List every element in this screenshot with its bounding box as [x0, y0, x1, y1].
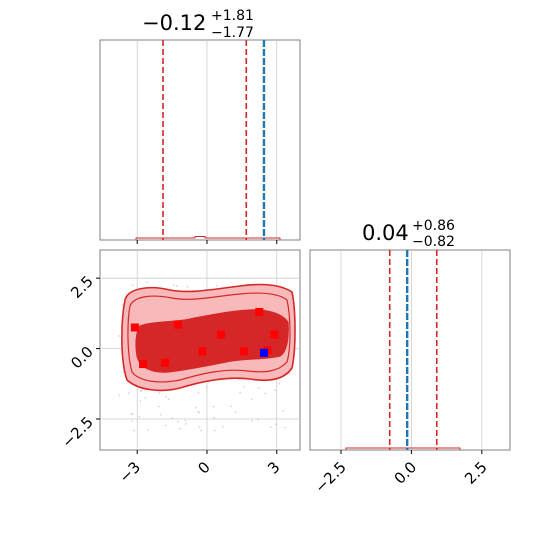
red-marker — [216, 330, 225, 339]
background-sample-dot — [171, 417, 174, 420]
background-sample-dot — [146, 281, 149, 283]
background-sample-dot — [197, 391, 200, 394]
background-sample-dot — [269, 426, 272, 429]
marginal-y-panel: −2.5 0.0 2.5 0.04 +0.86 −0.82 — [309, 218, 511, 497]
background-sample-dot — [158, 405, 160, 408]
background-sample-dot — [138, 415, 141, 418]
marginal-x-title-minus: −1.77 — [211, 25, 254, 41]
marginal-y-ticks: −2.5 0.0 2.5 — [311, 450, 491, 497]
joint-x-tick-label: 0 — [194, 458, 213, 477]
marginal-y-x-tick-label: 2.5 — [461, 458, 491, 488]
background-sample-dot — [165, 396, 168, 398]
background-sample-dot — [200, 429, 203, 432]
marginal-y-lines — [388, 250, 438, 450]
background-sample-dot — [257, 418, 259, 421]
background-sample-dot — [121, 304, 124, 307]
marginal-y-title-value: 0.04 — [362, 221, 409, 245]
red-marker — [198, 347, 207, 356]
blue-marker — [259, 348, 268, 357]
contour-mid-line — [127, 292, 291, 383]
marginal-x-panel: −0.12 +1.81 −1.77 — [99, 8, 301, 244]
background-sample-dot — [122, 371, 125, 373]
red-marker — [139, 360, 148, 369]
background-sample-dot — [131, 420, 134, 422]
background-sample-dot — [284, 426, 287, 429]
joint-y-tick-label: −2.5 — [58, 413, 96, 451]
background-sample-dot — [175, 285, 178, 287]
background-sample-dot — [197, 410, 200, 413]
marginal-y-title-plus: +0.86 — [412, 218, 455, 234]
background-sample-dot — [185, 423, 187, 425]
background-sample-dot — [275, 423, 277, 426]
marginal-y-title-minus: −0.82 — [412, 234, 455, 250]
background-sample-dot — [158, 392, 161, 394]
background-sample-dot — [184, 419, 187, 422]
joint-x-tick-label: 3 — [264, 458, 283, 477]
marginal-x-grid — [136, 40, 278, 240]
background-sample-dot — [205, 386, 208, 389]
background-sample-dot — [139, 400, 142, 402]
marginal-y-x-tick-label: 0.0 — [391, 458, 421, 488]
background-sample-dot — [118, 394, 121, 397]
background-sample-dot — [239, 391, 242, 394]
red-marker — [270, 330, 279, 339]
background-sample-dot — [167, 398, 170, 401]
background-sample-dot — [186, 285, 189, 288]
background-sample-dot — [127, 392, 130, 395]
background-sample-dot — [264, 392, 266, 395]
red-marker — [255, 307, 264, 316]
background-sample-dot — [195, 406, 198, 409]
background-sample-dot — [234, 411, 237, 414]
background-sample-dot — [118, 335, 121, 337]
background-sample-dot — [215, 284, 218, 287]
background-sample-dot — [144, 397, 147, 399]
background-sample-dot — [177, 420, 180, 423]
marginal-y-x-tick-label: −2.5 — [311, 458, 349, 496]
background-sample-dot — [141, 389, 143, 392]
background-sample-dot — [278, 382, 281, 385]
background-sample-dot — [230, 405, 233, 408]
background-sample-dot — [274, 389, 276, 392]
red-marker — [161, 358, 170, 367]
background-sample-dot — [257, 387, 260, 390]
marginal-x-title-value: −0.12 — [142, 11, 206, 35]
marginal-x-lines — [162, 40, 266, 240]
background-sample-dot — [130, 413, 133, 416]
marginal-y-grid — [340, 250, 483, 450]
marginal-y-histogram — [345, 447, 461, 450]
joint-points — [130, 307, 279, 369]
joint-panel: −3 0 3 2.5 0.0 −2.5 — [58, 249, 301, 486]
red-marker — [240, 347, 249, 356]
background-sample-dot — [164, 424, 167, 427]
background-sample-dot — [198, 411, 201, 414]
joint-y-tick-label: 2.5 — [67, 272, 97, 302]
background-sample-dot — [159, 413, 162, 416]
marginal-x-histogram — [135, 236, 281, 240]
background-sample-dot — [213, 417, 216, 419]
background-sample-dot — [133, 429, 135, 432]
background-sample-dot — [212, 405, 215, 408]
red-marker — [173, 320, 182, 329]
background-sample-dot — [243, 385, 245, 388]
background-sample-dot — [147, 428, 150, 431]
marginal-x-frame — [99, 39, 301, 241]
background-sample-dot — [131, 284, 134, 287]
joint-x-tick-label: −3 — [116, 458, 144, 486]
background-sample-dot — [173, 284, 176, 287]
background-sample-dot — [221, 425, 224, 428]
marginal-y-frame — [309, 249, 511, 451]
background-sample-dot — [250, 398, 253, 401]
marginal-x-title-plus: +1.81 — [211, 8, 254, 24]
joint-y-tick-label: 0.0 — [67, 343, 97, 373]
background-sample-dot — [178, 427, 181, 430]
marginal-x-ticks — [136, 240, 278, 244]
background-sample-dot — [282, 410, 284, 412]
background-sample-dot — [198, 426, 201, 428]
background-sample-dot — [214, 429, 216, 432]
red-marker — [130, 323, 139, 332]
background-sample-dot — [251, 419, 254, 422]
